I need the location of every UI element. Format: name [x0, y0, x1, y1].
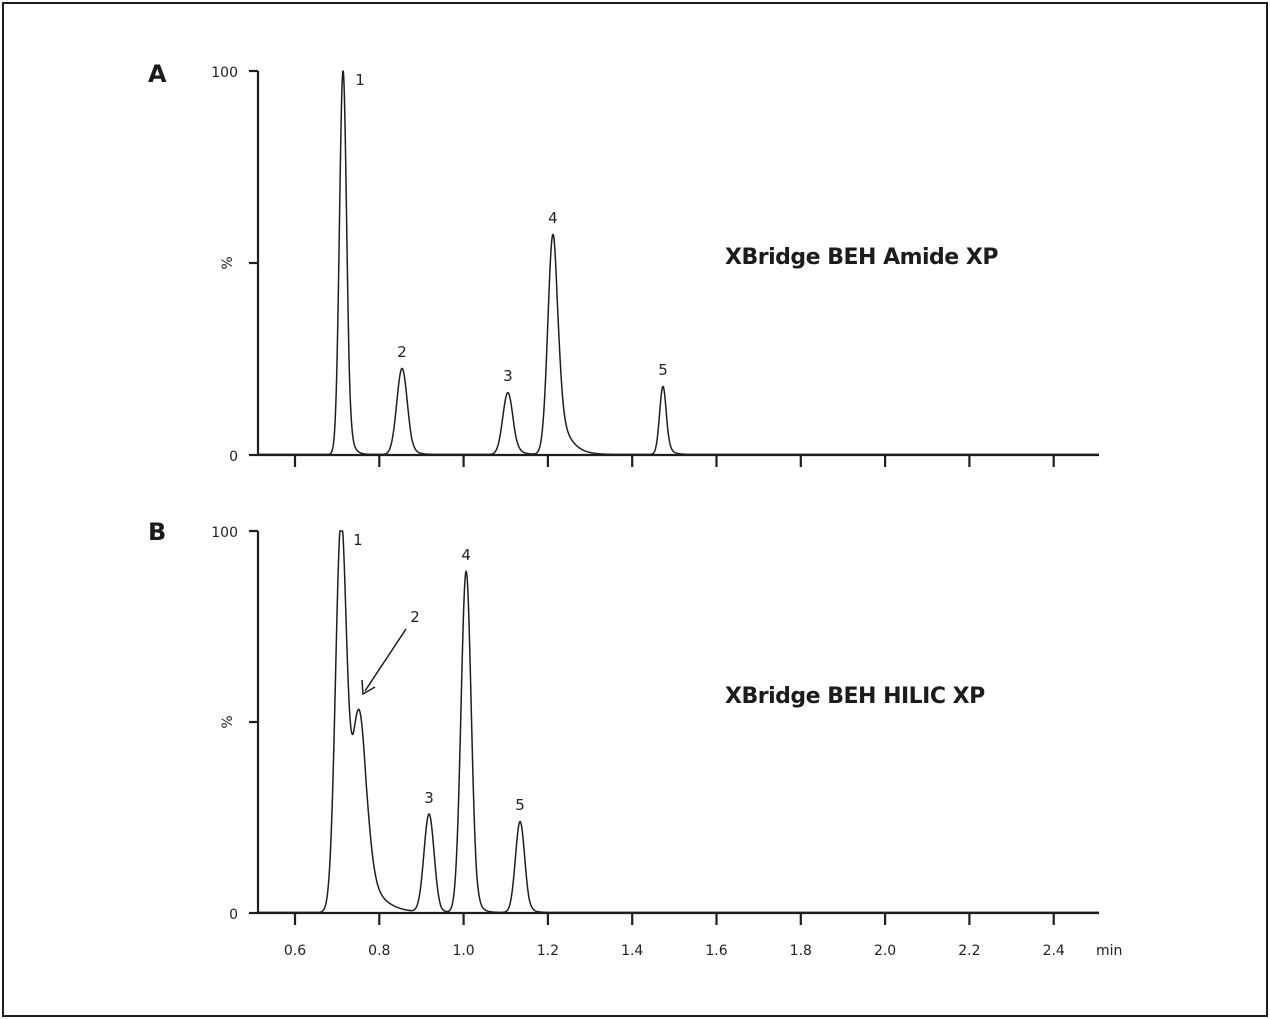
x-tick-label: 1.2 [537, 943, 559, 959]
panel-b-trace [258, 530, 1100, 914]
peak-label-4: 4 [461, 546, 471, 564]
peak-label-5: 5 [515, 796, 525, 814]
x-tick-label: 2.4 [1043, 943, 1065, 959]
panel-b: B 100 0 % 1 2 3 4 5 XBridge BEH HILIC XP 0.6… [148, 518, 1122, 959]
x-tick-label: 1.0 [452, 943, 474, 959]
panel-b-column-title: XBridge BEH HILIC XP [725, 684, 985, 709]
panel-b-letter: B [148, 518, 166, 546]
peak-label-1: 1 [355, 71, 365, 89]
x-tick-label: 2.0 [874, 943, 896, 959]
panel-a-letter: A [148, 60, 167, 88]
peak-label-3: 3 [503, 367, 513, 385]
panel-a-y-min-label: 0 [229, 449, 238, 465]
panel-a-y-axis-label: % [220, 256, 236, 269]
x-tick-label: 1.6 [705, 943, 727, 959]
panel-a: A 100 0 % 1 2 3 4 5 XBridge BEH Amide XP [148, 60, 1100, 467]
panel-b-y-axis-label: % [220, 715, 236, 728]
x-tick-label: 2.2 [958, 943, 980, 959]
peak-label-1: 1 [353, 531, 363, 549]
x-tick-label: 1.4 [621, 943, 643, 959]
x-tick-label: 0.8 [368, 943, 390, 959]
peak-label-3: 3 [424, 789, 434, 807]
x-tick-label: 1.8 [790, 943, 812, 959]
panel-a-y-max-label: 100 [211, 65, 238, 81]
peak-2-arrow-icon [361, 628, 407, 696]
panel-b-peak-labels: 1 2 3 4 5 [353, 531, 525, 814]
peak-label-5: 5 [658, 361, 668, 379]
x-axis-tick-labels: 0.6 0.8 1.0 1.2 1.4 1.6 1.8 2.0 2.2 2.4 [284, 943, 1065, 959]
x-axis-unit-label: min [1096, 943, 1122, 959]
panel-a-peak-labels: 1 2 3 4 5 [355, 71, 667, 385]
peak-label-2: 2 [410, 608, 420, 626]
panel-b-axes [249, 529, 1099, 925]
peak-label-4: 4 [548, 209, 558, 227]
x-tick-label: 0.6 [284, 943, 306, 959]
panel-b-y-max-label: 100 [211, 525, 238, 541]
panel-a-trace [258, 70, 1100, 456]
panel-a-column-title: XBridge BEH Amide XP [725, 245, 998, 270]
panel-b-y-min-label: 0 [229, 907, 238, 923]
peak-label-2: 2 [397, 343, 407, 361]
